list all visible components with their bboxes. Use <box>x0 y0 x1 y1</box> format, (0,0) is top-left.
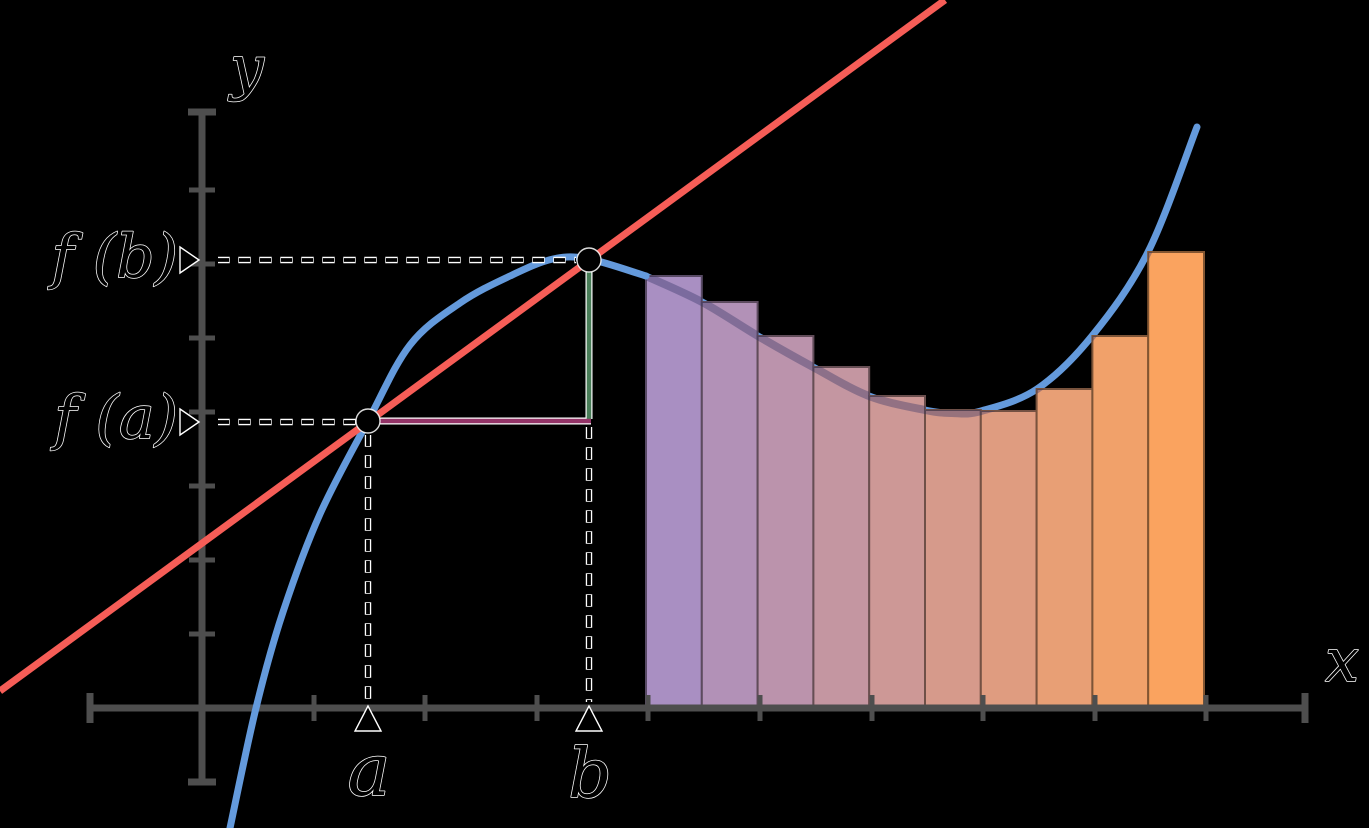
riemann-rectangles <box>645 251 1205 708</box>
riemann-rect-7 <box>979 410 1038 708</box>
marked-points <box>355 247 602 434</box>
a-label: a <box>348 728 391 812</box>
riemann-rect-5 <box>868 395 927 708</box>
riemann-rect-10 <box>1147 251 1205 708</box>
riemann-rect-9 <box>1091 335 1150 708</box>
function-curve <box>226 253 650 828</box>
x-axis-pointer-triangle-2 <box>574 704 604 732</box>
riemann-rect-3 <box>756 335 815 708</box>
labels: y x a b f (b) f (a) <box>47 32 1360 815</box>
riemann-rect-4 <box>812 366 871 708</box>
b-label: b <box>568 735 612 814</box>
riemann-rect-2 <box>700 301 759 708</box>
riemann-rect-6 <box>924 409 982 708</box>
point-b-f-of-b <box>576 247 602 273</box>
f-of-a-label: f (a) <box>50 383 178 453</box>
x-axis-pointer-triangle-1 <box>353 704 383 732</box>
riemann-rect-8 <box>1035 388 1094 708</box>
point-a-f-of-a <box>355 408 381 434</box>
f-of-b-label: f (b) <box>47 222 178 292</box>
x-axis-label: x <box>1325 626 1359 696</box>
axis-pointer-triangles <box>179 245 604 732</box>
riemann-rect-1 <box>645 275 703 708</box>
function-curve-left-segment <box>226 253 650 828</box>
y-axis-pointer-triangle-2 <box>179 407 201 437</box>
axes <box>86 108 1309 786</box>
rise-run-segments <box>368 262 593 425</box>
y-axis-label: y <box>227 33 265 103</box>
secant-line-stroke <box>0 0 948 694</box>
y-axis-pointer-triangle-1 <box>179 245 201 275</box>
secant-line <box>0 0 948 694</box>
dashed-guide-lines <box>218 256 593 702</box>
